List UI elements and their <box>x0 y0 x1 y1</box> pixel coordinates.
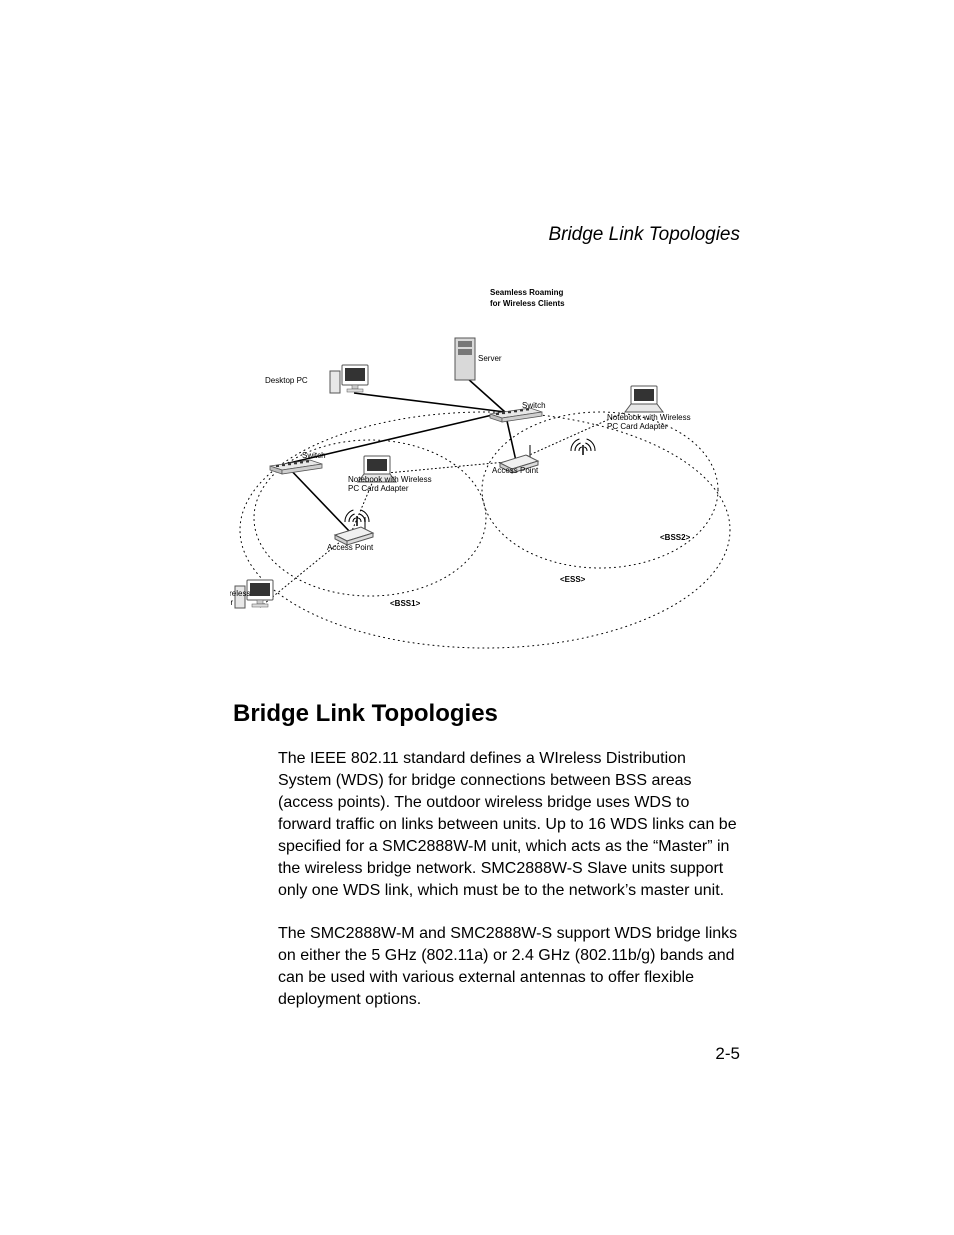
svg-text:<ESS>: <ESS> <box>560 575 586 584</box>
section-heading: Bridge Link Topologies <box>233 700 498 728</box>
svg-text:Notebook with Wireless: Notebook with Wireless <box>607 413 691 422</box>
running-header: Bridge Link Topologies <box>0 224 740 246</box>
svg-text:Seamless Roaming: Seamless Roaming <box>490 288 563 297</box>
server-icon <box>455 338 475 380</box>
svg-text:PC Card Adapter: PC Card Adapter <box>348 484 409 493</box>
svg-text:Switch: Switch <box>522 401 546 410</box>
svg-text:for Wireless Clients: for Wireless Clients <box>490 299 565 308</box>
page: Bridge Link Topologies Desktop PC Server S… <box>0 0 954 1235</box>
svg-text:Access Point: Access Point <box>327 543 374 552</box>
paragraph-1: The IEEE 802.11 standard defines a WIrel… <box>278 748 741 903</box>
svg-text:PC Card Adapter: PC Card Adapter <box>607 422 668 431</box>
body-text: The IEEE 802.11 standard defines a WIrel… <box>278 748 741 1031</box>
svg-text:<BSS2>: <BSS2> <box>660 533 691 542</box>
laptop-icon <box>625 386 663 412</box>
paragraph-2: The SMC2888W-M and SMC2888W-S support WD… <box>278 923 741 1011</box>
svg-text:<BSS1>: <BSS1> <box>390 599 421 608</box>
svg-text:Notebook with Wireless: Notebook with Wireless <box>348 475 432 484</box>
network-diagram: Desktop PC Server Switch Switch Notebook wit… <box>230 280 740 655</box>
svg-text:PCI Adapter: PCI Adapter <box>230 598 233 607</box>
svg-text:Desktop PC: Desktop PC <box>265 376 308 385</box>
svg-text:PC with Wireless: PC with Wireless <box>230 589 250 598</box>
svg-text:Access Point: Access Point <box>492 466 539 475</box>
page-number: 2-5 <box>0 1044 740 1064</box>
svg-text:Server: Server <box>478 354 502 363</box>
svg-text:Switch: Switch <box>302 451 326 460</box>
